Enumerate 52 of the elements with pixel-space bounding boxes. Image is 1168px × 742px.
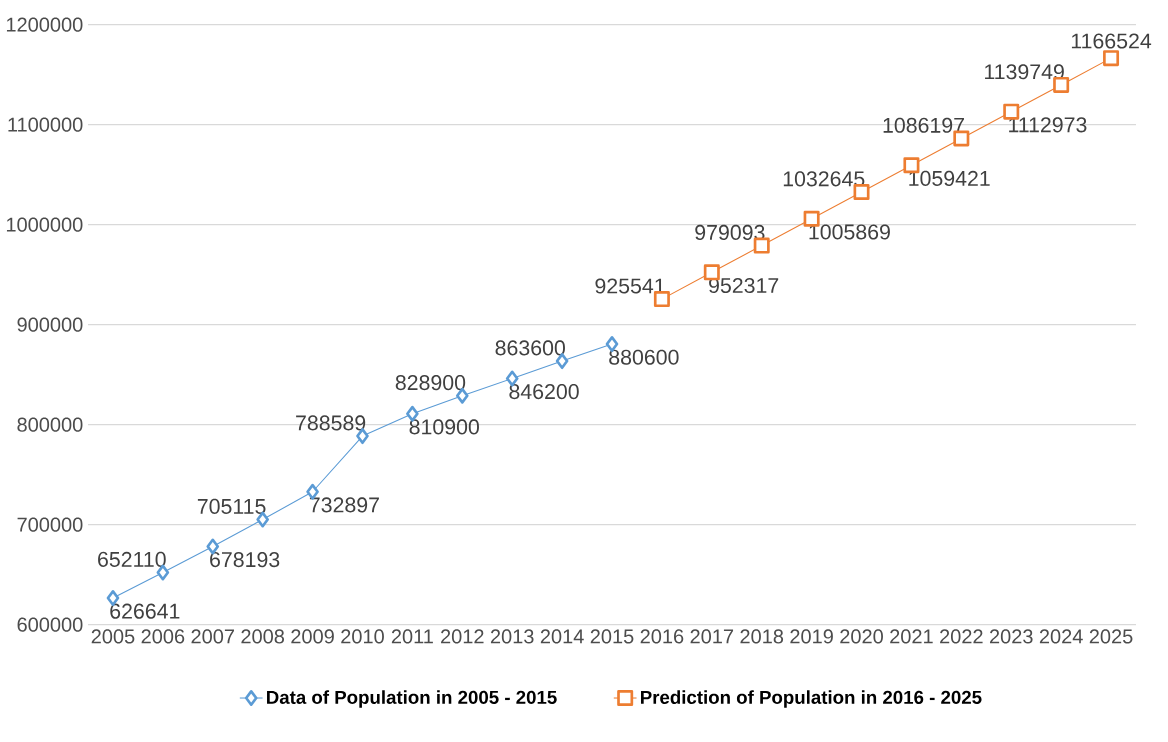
x-tick-label: 2009 [291,629,334,644]
x-tick-label: 2017 [690,629,734,644]
x-tick-label: 2008 [241,629,285,644]
x-tick-label: 2025 [1089,629,1133,644]
x-tick-label: 2005 [91,629,135,644]
data-label: 979093 [695,224,765,240]
legend-label: Data of Population in 2005 - 2015 [267,690,557,708]
data-label: 810900 [409,419,479,435]
data-label: 846200 [509,384,579,400]
data-label: 626641 [110,603,180,619]
x-tick-label: 2023 [989,629,1033,644]
data-label: 1059421 [909,170,990,186]
legend-label: Prediction of Population in 2016 - 2025 [641,690,982,708]
data-label: 1139749 [985,64,1064,80]
data-label: 1032645 [783,171,865,187]
y-tick-label: 1100000 [8,117,83,132]
x-tick-label: 2011 [391,629,433,644]
x-tick-label: 2022 [940,629,983,644]
data-label: 705115 [197,498,266,514]
x-tick-label: 2018 [740,629,784,644]
y-tick-label: 1000000 [6,217,83,232]
y-tick-label: 600000 [17,617,83,632]
data-label: 1166524 [1071,33,1152,49]
x-tick-label: 2021 [890,629,933,644]
x-tick-label: 2010 [341,629,384,644]
x-tick-label: 2012 [441,629,484,644]
x-tick-label: 2015 [590,629,634,644]
x-tick-label: 2020 [840,629,883,644]
data-label: 788589 [296,415,366,431]
data-label: 1005869 [809,224,890,240]
point [1103,50,1120,67]
data-label: 652110 [98,551,166,567]
x-tick-label: 2024 [1039,629,1083,644]
data-label: 1112973 [1009,117,1087,133]
x-tick-label: 2019 [790,629,833,644]
x-tick-label: 2014 [540,629,584,644]
data-label: 732897 [309,497,379,513]
x-tick-label: 2007 [191,629,234,644]
y-tick-label: 700000 [17,517,83,532]
data-label: 925541 [595,278,665,294]
data-label: 952317 [709,277,779,294]
data-label: 863600 [495,340,565,356]
data-label: 678193 [210,552,280,568]
y-tick-label: 1200000 [6,17,83,32]
y-tick-label: 800000 [17,417,83,432]
data-label: 1086197 [883,117,964,133]
x-tick-label: 2016 [640,629,684,644]
x-tick-label: 2013 [490,629,534,644]
y-tick-label: 900000 [17,317,83,332]
data-label: 880600 [609,349,679,365]
x-tick-label: 2006 [141,629,185,644]
data-label: 828900 [395,375,466,391]
